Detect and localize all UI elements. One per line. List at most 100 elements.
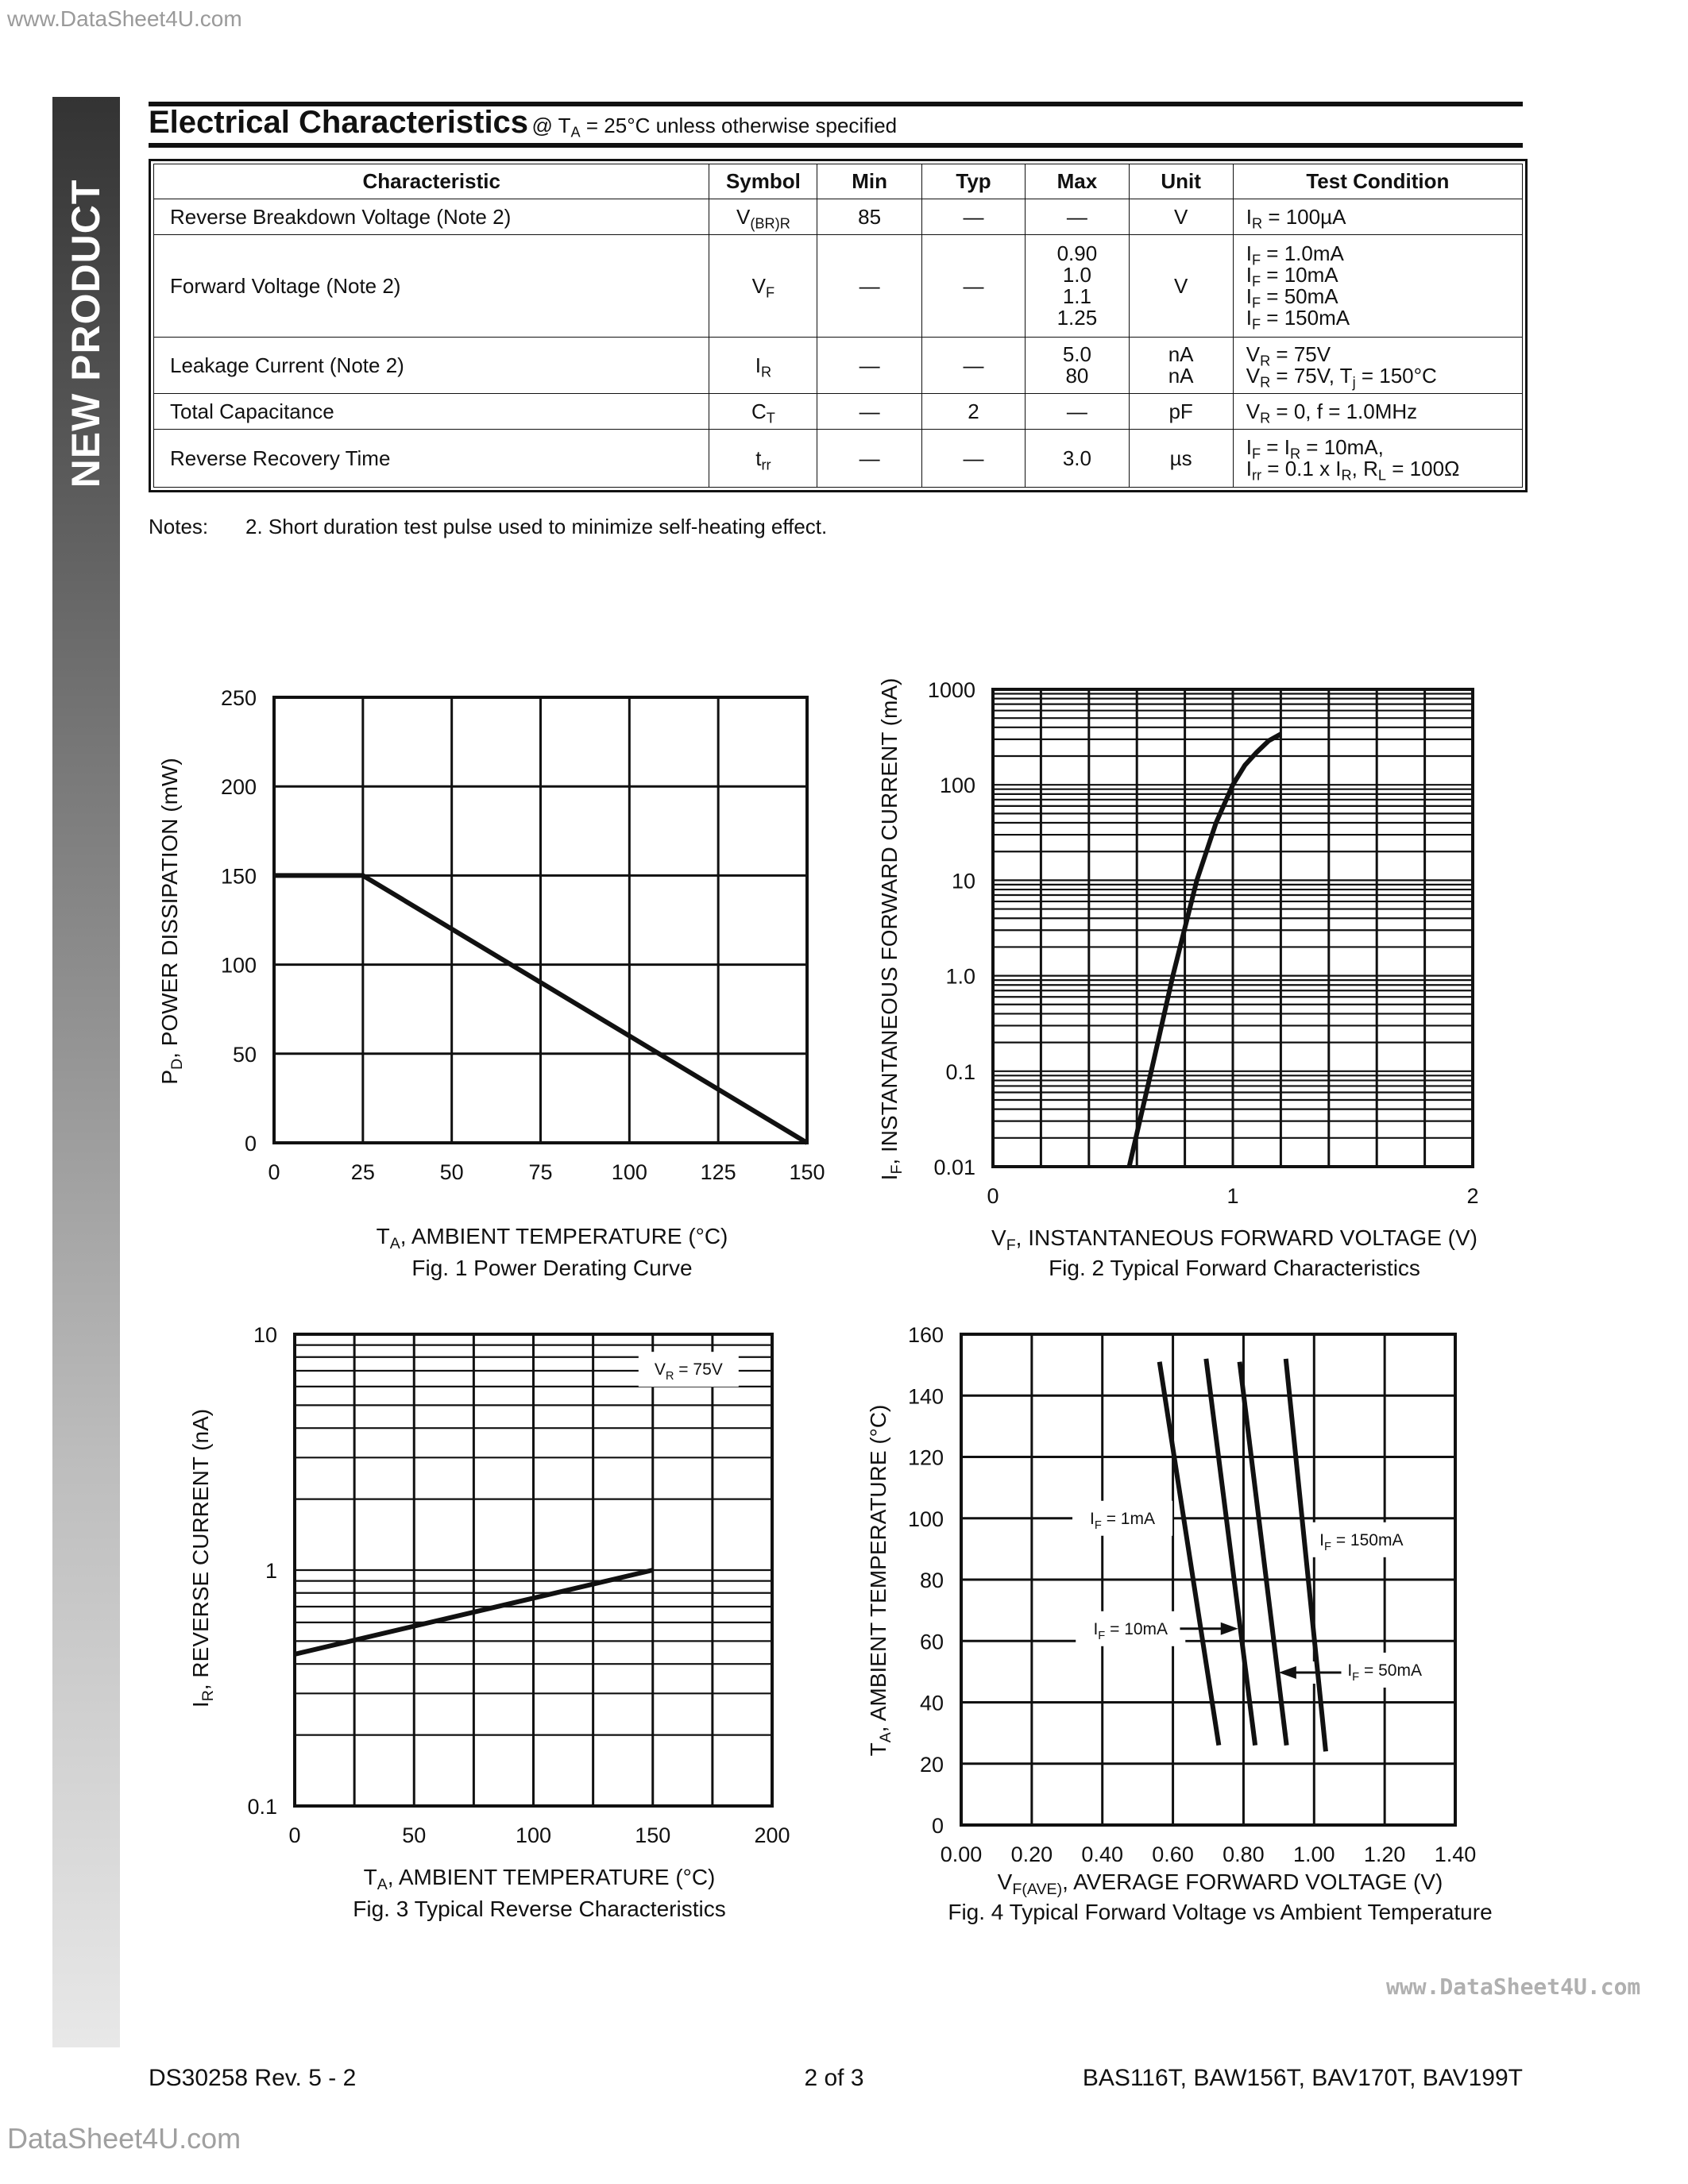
text-segment: = 25°C unless otherwise specified bbox=[580, 114, 898, 137]
chart-fig-3: 0 50 100 150 200 0.1 1 10 VR = 75V bbox=[247, 1323, 790, 1847]
text-segment: V bbox=[751, 273, 766, 298]
condition-line: IF = 10mA bbox=[1246, 263, 1516, 289]
text-segment: I bbox=[1246, 263, 1252, 287]
cell-min: — bbox=[817, 393, 922, 430]
series-line bbox=[1203, 1358, 1258, 1746]
text-segment: = 10mA bbox=[1105, 1620, 1168, 1638]
x-tick-label: 100 bbox=[612, 1160, 647, 1184]
text-segment: t bbox=[755, 446, 762, 470]
cell-typ: — bbox=[921, 234, 1026, 338]
text-segment: = 1.0mA bbox=[1261, 241, 1344, 265]
x-tick-label: 1.20 bbox=[1364, 1843, 1406, 1866]
text-segment: @ T bbox=[531, 114, 571, 137]
cell-unit: nA nA bbox=[1128, 337, 1234, 394]
text-segment: I bbox=[755, 353, 761, 377]
cell-symbol: trr bbox=[709, 429, 818, 488]
text-segment: I bbox=[1246, 284, 1252, 308]
x-tick-label: 0.60 bbox=[1152, 1843, 1194, 1866]
subscript: F bbox=[1324, 1541, 1331, 1553]
max-value: 80 bbox=[1065, 364, 1089, 388]
arrow-head-icon bbox=[1220, 1622, 1238, 1635]
text-segment: I bbox=[1319, 1531, 1324, 1549]
text-segment: I bbox=[1090, 1510, 1095, 1528]
text-segment: V bbox=[1246, 342, 1261, 366]
cell-characteristic: Reverse Recovery Time bbox=[153, 429, 710, 488]
table-row: Leakage Current (Note 2) IR — —5.0 80 nA nA VR … bbox=[153, 337, 1524, 394]
y-axis-title: IR, REVERSE CURRENT (nA) bbox=[188, 1409, 217, 1707]
cell-test-condition: VR = 75V VR = 75V, Tj = 150°C bbox=[1232, 337, 1524, 394]
x-tick-label: 150 bbox=[635, 1823, 670, 1847]
text-segment: I bbox=[1246, 306, 1252, 330]
y-tick-label: 150 bbox=[221, 864, 257, 888]
cell-unit: V bbox=[1128, 199, 1234, 235]
x-tick-label: 0 bbox=[268, 1160, 280, 1184]
text-segment: , AMBIENT TEMPERATURE (°C) bbox=[866, 1404, 890, 1733]
y-tick-label: 10 bbox=[253, 1323, 277, 1347]
cell-unit: pF bbox=[1128, 393, 1234, 430]
cell-symbol: IR bbox=[709, 337, 818, 394]
annotation-label: IF = 150mA bbox=[1319, 1531, 1403, 1553]
subscript: A bbox=[389, 1234, 400, 1252]
annotation-background bbox=[1301, 1522, 1421, 1557]
x-axis-title: TA, AMBIENT TEMPERATURE (°C) bbox=[364, 1865, 716, 1893]
subscript: F bbox=[1006, 1236, 1016, 1254]
cell-min: — bbox=[817, 234, 922, 338]
annotation-background bbox=[1076, 1611, 1186, 1646]
y-tick-label: 10 bbox=[952, 869, 975, 893]
text-segment: I bbox=[1246, 241, 1252, 265]
subscript: F bbox=[1098, 1630, 1105, 1642]
condition-line: IF = IR = 10mA, bbox=[1246, 437, 1516, 461]
column-header: Min bbox=[817, 164, 922, 199]
annotation-label: IF = 10mA bbox=[1093, 1620, 1168, 1642]
text-segment: = 75V bbox=[1270, 342, 1331, 366]
text-segment: I bbox=[1246, 204, 1252, 229]
x-tick-label: 150 bbox=[789, 1160, 825, 1184]
subscript: R bbox=[1260, 409, 1271, 426]
plot-frame bbox=[293, 1333, 774, 1808]
watermark-top: www.DataSheet4U.com bbox=[7, 6, 242, 31]
annotation-label: IF = 50mA bbox=[1347, 1661, 1422, 1684]
cell-typ: 2 bbox=[921, 393, 1026, 430]
y-tick-label: 80 bbox=[920, 1569, 944, 1592]
text-segment: = 50mA bbox=[1359, 1661, 1422, 1680]
annotation-label: IF = 1mA bbox=[1090, 1510, 1155, 1532]
watermark-bottom: DataSheet4U.com bbox=[7, 2122, 241, 2155]
section-title-text: Electrical Characteristics bbox=[149, 105, 529, 140]
unit-value: V bbox=[1173, 273, 1188, 298]
text-segment: V bbox=[997, 1870, 1013, 1894]
text-segment: , INSTANTANEOUS FORWARD CURRENT (mA) bbox=[877, 677, 902, 1165]
figure-caption: Fig. 2 Typical Forward Characteristics bbox=[1049, 1256, 1420, 1280]
cell-min: — bbox=[817, 429, 922, 488]
y-tick-label: 20 bbox=[920, 1753, 944, 1777]
y-axis-title: TA, AMBIENT TEMPERATURE (°C) bbox=[866, 1404, 894, 1757]
cell-test-condition: VR = 0, f = 1.0MHz bbox=[1232, 393, 1524, 430]
y-axis-title: PD, POWER DISSIPATION (mW) bbox=[157, 758, 186, 1084]
x-tick-label: 75 bbox=[528, 1160, 552, 1184]
condition-line: VR = 0, f = 1.0MHz bbox=[1246, 399, 1516, 426]
text-segment: = 150°C bbox=[1355, 364, 1437, 388]
text-segment: T bbox=[866, 1742, 890, 1757]
y-tick-label: 140 bbox=[908, 1384, 944, 1408]
cell-max: — bbox=[1025, 393, 1130, 430]
x-tick-label: 50 bbox=[402, 1823, 426, 1847]
max-value: 0.90 bbox=[1056, 241, 1098, 265]
subscript: A bbox=[876, 1732, 894, 1743]
watermark-right: www.DataSheet4U.com bbox=[1386, 1974, 1641, 2000]
text-segment: = 75V bbox=[674, 1360, 722, 1379]
text-segment: = 75V, T bbox=[1270, 364, 1353, 388]
section-condition: @ TA = 25°C unless otherwise specified bbox=[531, 114, 898, 140]
table-row: Reverse Recovery Time trr — —3.0 µs IF = IR =… bbox=[153, 429, 1524, 488]
unit-value: nA bbox=[1168, 364, 1194, 388]
cell-symbol: VF bbox=[709, 234, 818, 338]
column-header: Characteristic bbox=[153, 164, 710, 199]
chart-fig-4: 0.00 0.20 0.40 0.60 0.80 1.00 1.20 1.40 0 20 40 60 8… bbox=[908, 1323, 1476, 1866]
x-tick-label: 0.00 bbox=[941, 1843, 983, 1866]
condition-line: VR = 75V, Tj = 150°C bbox=[1246, 364, 1516, 390]
unit-value: V bbox=[1173, 204, 1188, 229]
subscript: F(AVE) bbox=[1012, 1880, 1063, 1898]
text-segment: = 150mA bbox=[1331, 1531, 1403, 1549]
electrical-characteristics-table: Characteristic Symbol Min Typ Max Unit Test Co… bbox=[149, 159, 1528, 492]
x-tick-label: 125 bbox=[701, 1160, 736, 1184]
cell-typ: — bbox=[921, 429, 1026, 488]
text-segment: V bbox=[1246, 399, 1261, 423]
